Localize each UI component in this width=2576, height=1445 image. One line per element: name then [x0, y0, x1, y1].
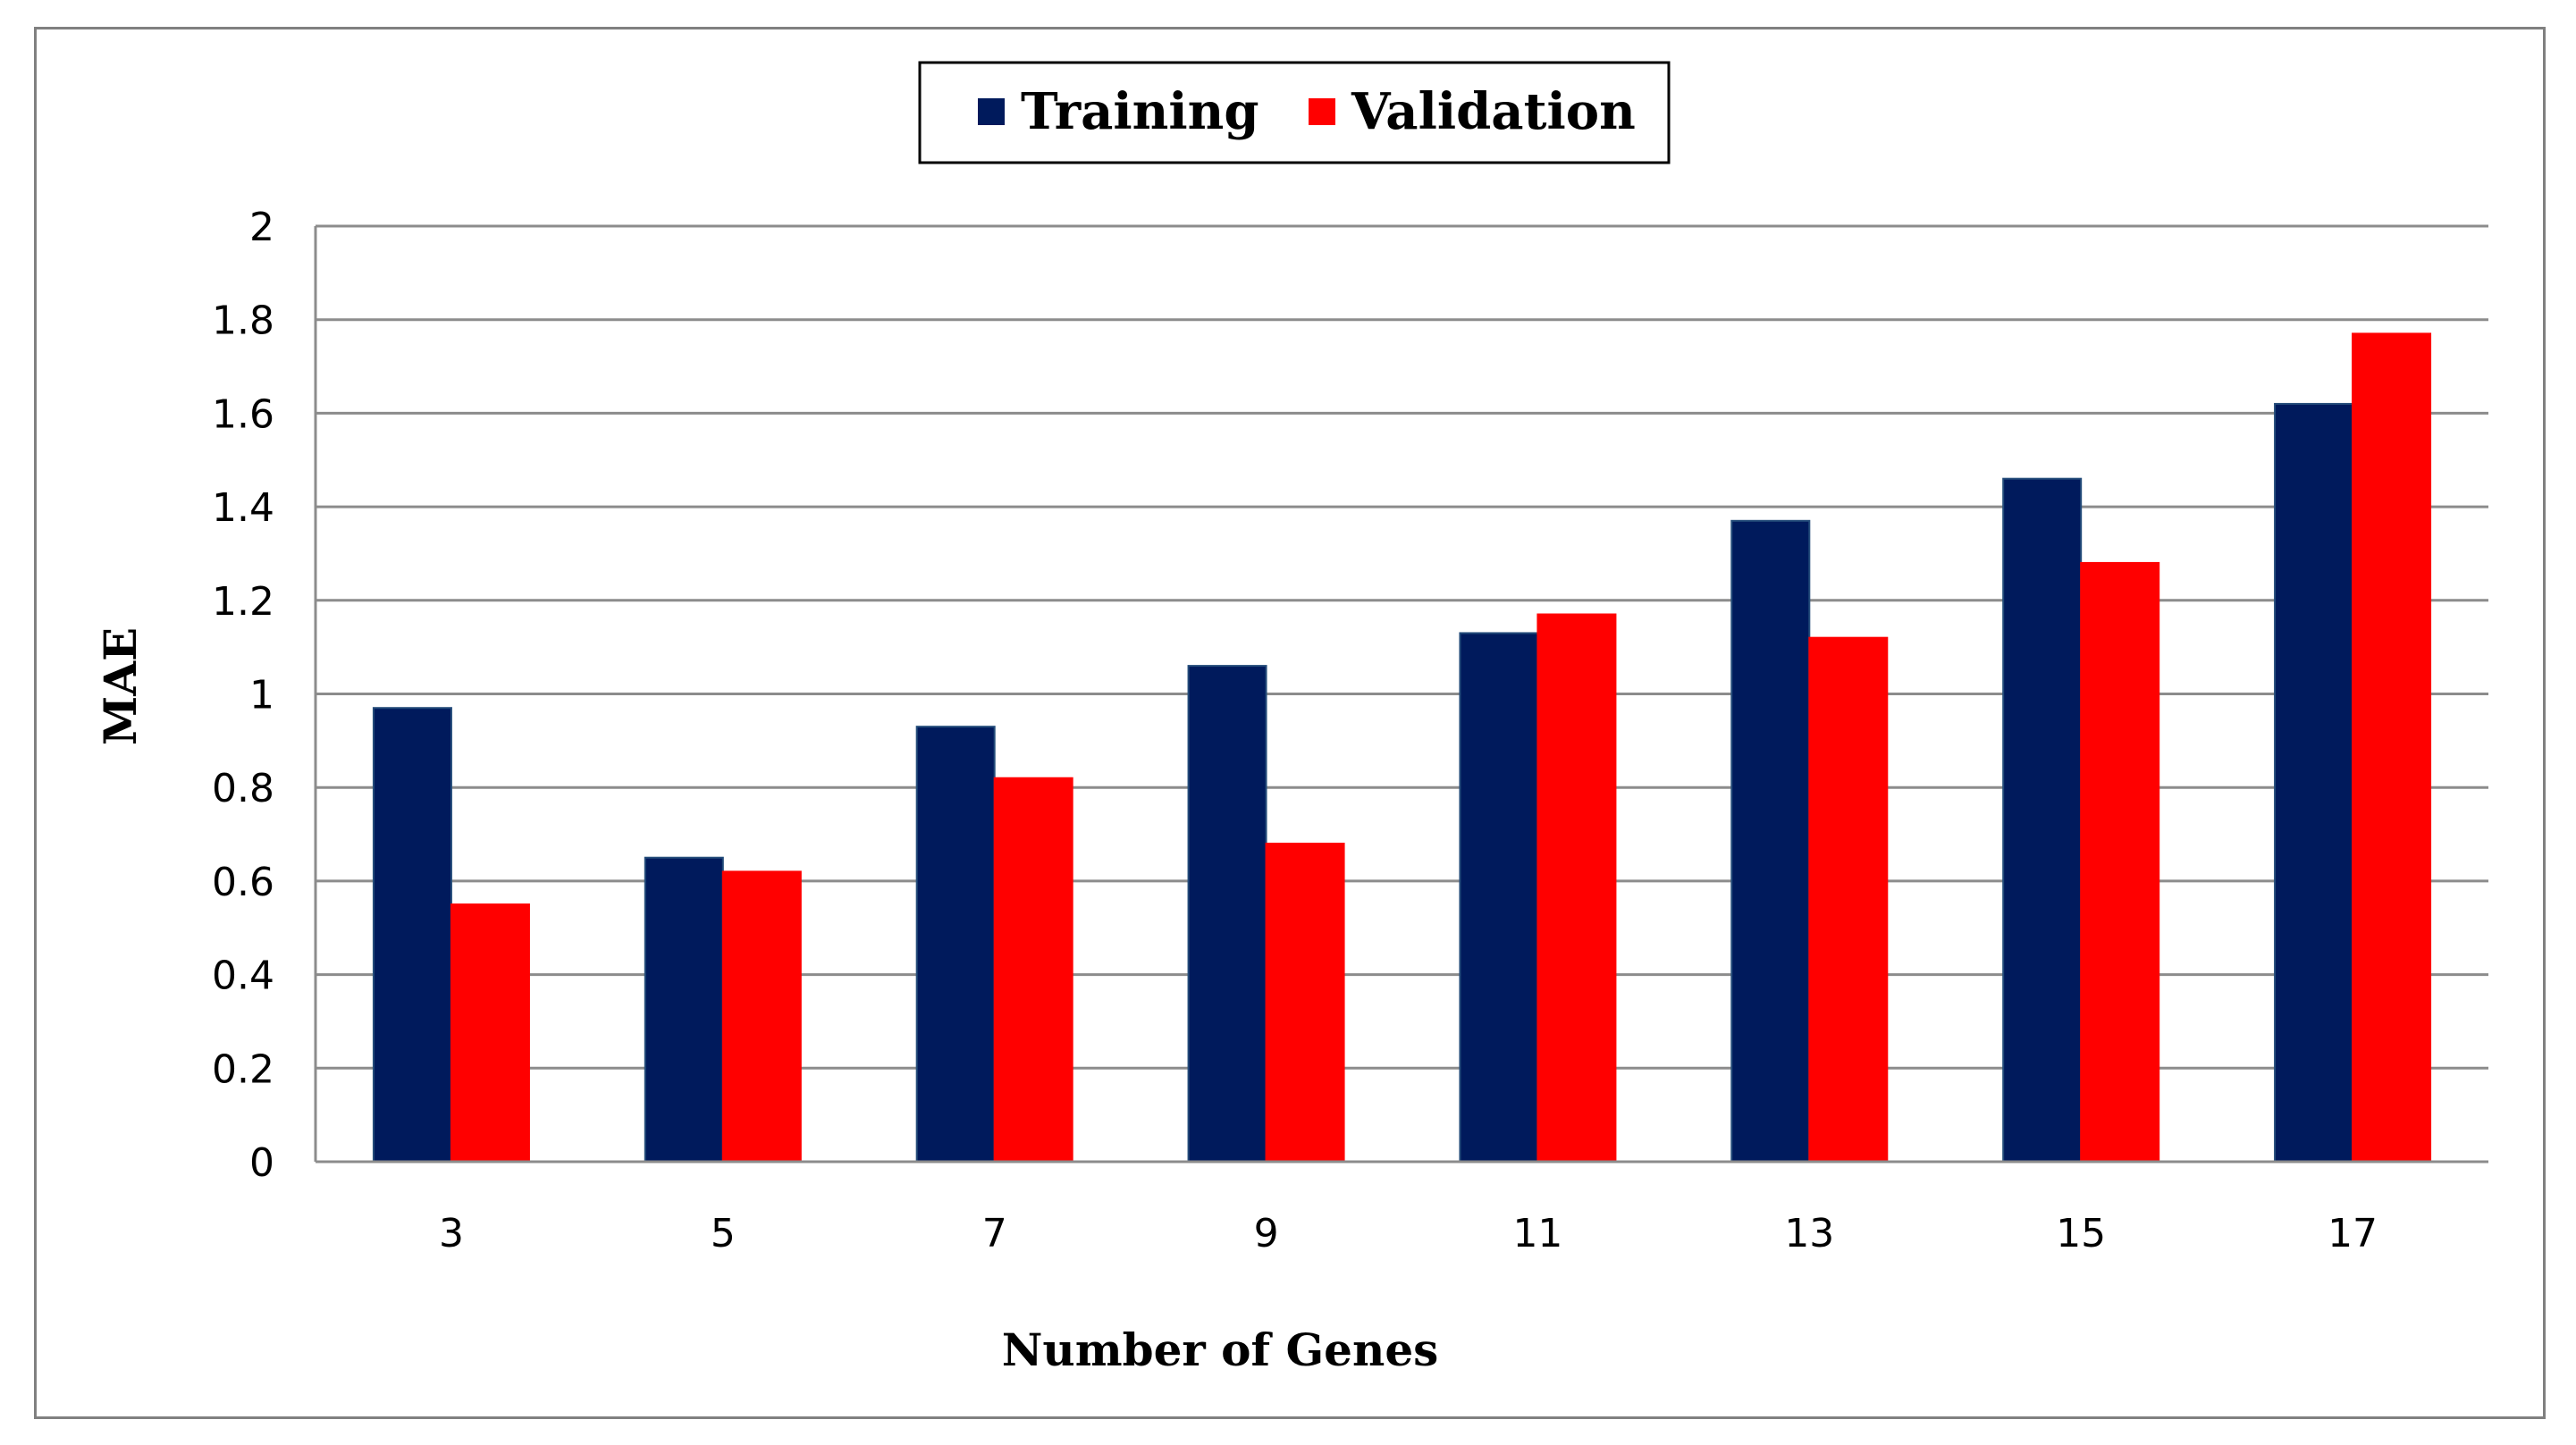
y-tick-label: 2: [249, 205, 274, 250]
x-tick-label: 3: [439, 1211, 464, 1256]
x-axis-title: Number of Genes: [1002, 1323, 1439, 1376]
bar-validation-9: [1265, 843, 1345, 1164]
bar-training-9: [1187, 665, 1267, 1163]
bar-training-17: [2274, 402, 2354, 1163]
bar-validation-3: [450, 903, 530, 1163]
bar-validation-13: [1808, 636, 1889, 1163]
legend-label-training: Training: [1021, 82, 1259, 141]
y-tick-label: 0.2: [212, 1046, 274, 1092]
y-tick-label: 1.8: [212, 298, 274, 344]
x-tick-label: 9: [1254, 1211, 1279, 1256]
bar-training-7: [915, 726, 996, 1164]
y-axis-title: MAE: [94, 627, 147, 745]
x-tick-label: 7: [982, 1211, 1007, 1256]
bar-training-11: [1459, 632, 1539, 1163]
y-tick-label: 1.6: [212, 391, 274, 437]
gridlines: [316, 224, 2488, 1070]
y-tick-label: 1.4: [212, 485, 274, 531]
bar-training-3: [372, 707, 452, 1164]
bar-validation-17: [2352, 332, 2432, 1163]
legend-swatch-training: [978, 98, 1005, 125]
bar-training-13: [1730, 519, 1811, 1163]
bar-training-15: [2002, 477, 2083, 1163]
bar-validation-5: [721, 870, 802, 1163]
bar-validation-11: [1536, 613, 1617, 1163]
legend-label-validation: Validation: [1351, 82, 1636, 141]
bars: [372, 332, 2432, 1164]
axes: [314, 226, 2488, 1164]
y-tick-label: 1: [249, 673, 274, 718]
y-tick-label: 0.4: [212, 954, 274, 999]
x-tick-label: 15: [2056, 1211, 2106, 1256]
legend-box: [918, 61, 1671, 164]
tick-labels: 0 0.2 0.4 0.6 0.8 1 1.2 1.4 1.6 1.8 2 3 5 7 9 11 13 15 17: [212, 205, 2378, 1256]
x-tick-label: 11: [1512, 1211, 1562, 1256]
x-tick-label: 13: [1784, 1211, 1834, 1256]
bar-validation-7: [993, 777, 1073, 1163]
y-tick-label: 0.8: [212, 766, 274, 811]
legend: Training Validation: [918, 61, 1671, 164]
y-tick-label: 1.2: [212, 579, 274, 625]
bar-validation-15: [2080, 561, 2160, 1163]
legend-swatch-validation: [1309, 98, 1335, 125]
y-tick-label: 0.6: [212, 860, 274, 905]
bar-training-5: [644, 856, 724, 1163]
x-tick-label: 17: [2328, 1211, 2378, 1256]
y-tick-label: 0: [249, 1140, 274, 1186]
x-tick-label: 5: [711, 1211, 736, 1256]
